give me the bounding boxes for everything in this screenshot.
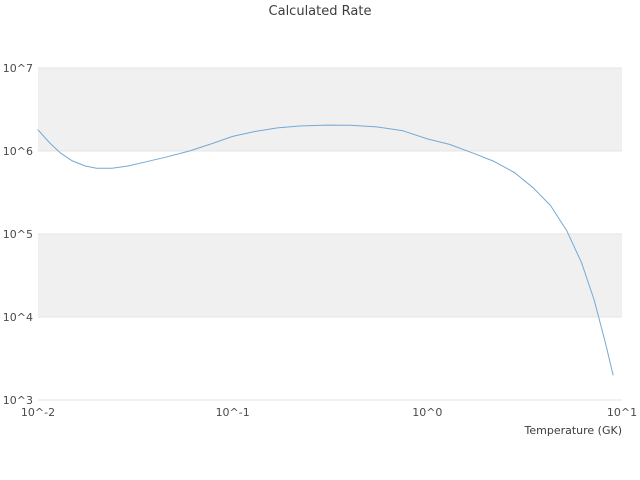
rate-curve [37, 124, 614, 376]
y-tick-label: 10^6 [3, 145, 33, 158]
plot-band [38, 234, 622, 317]
y-tick-label: 10^5 [3, 228, 33, 241]
x-tick-label: 10^-2 [21, 406, 55, 419]
x-tick-label: 10^0 [412, 406, 442, 419]
chart-title: Calculated Rate [268, 4, 372, 19]
plot-band [38, 68, 622, 151]
y-tick-label: 10^7 [3, 62, 33, 75]
x-tick-label: 10^1 [607, 406, 637, 419]
y-tick-label: 10^4 [3, 311, 33, 324]
x-tick-label: 10^-1 [216, 406, 250, 419]
y-tick-label: 10^3 [3, 394, 33, 407]
x-axis-label: Temperature (GK) [524, 424, 623, 437]
